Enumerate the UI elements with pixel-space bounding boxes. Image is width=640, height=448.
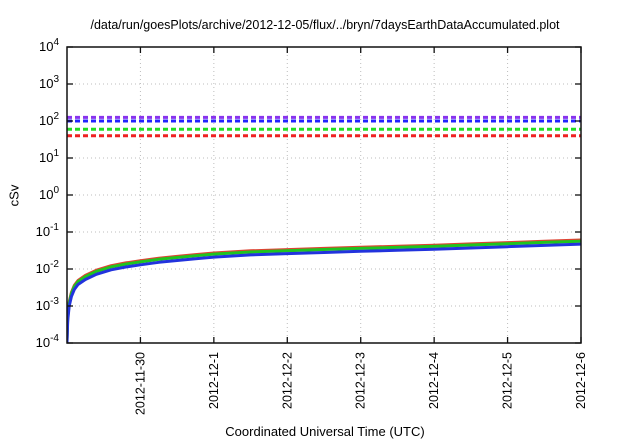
y-tick-label: 10-2 (36, 259, 60, 276)
x-tick-label: 2012-12-2 (280, 352, 294, 409)
threshold-lines (67, 115, 581, 138)
data-series (67, 238, 581, 343)
y-tick-label: 103 (39, 74, 59, 91)
y-tick-label: 104 (39, 37, 59, 54)
y-tick-label: 10-4 (36, 333, 60, 350)
x-tick-label: 2012-12-5 (501, 352, 515, 409)
y-tick-label: 10-1 (36, 222, 60, 239)
y-tick-label: 102 (39, 111, 59, 128)
plot-title: /data/run/goesPlots/archive/2012-12-05/f… (90, 18, 560, 32)
x-tick-label: 2012-12-6 (574, 352, 588, 409)
grid-lines (67, 47, 582, 343)
tick-marks (67, 46, 582, 344)
accumulated-dose-blue (67, 242, 581, 343)
x-tick-label: 2012-11-30 (133, 352, 147, 415)
x-tick-label: 2012-12-3 (354, 352, 368, 409)
x-tick-label: 2012-12-4 (427, 352, 441, 409)
y-tick-labels: 104 103 102 101 100 10-1 10-2 10-3 10-4 (36, 37, 60, 350)
x-axis-label: Coordinated Universal Time (UTC) (225, 424, 425, 439)
y-axis-label: cSv (6, 184, 22, 207)
y-tick-label: 101 (39, 148, 59, 165)
y-tick-label: 10-3 (36, 296, 60, 313)
accumulated-dose-green (67, 239, 581, 341)
x-tick-labels: 2012-11-30 2012-12-1 2012-12-2 2012-12-3 201… (133, 352, 588, 415)
accumulated-dose-red (67, 238, 581, 339)
y-tick-label: 100 (39, 185, 59, 202)
x-tick-label: 2012-12-1 (207, 352, 221, 409)
